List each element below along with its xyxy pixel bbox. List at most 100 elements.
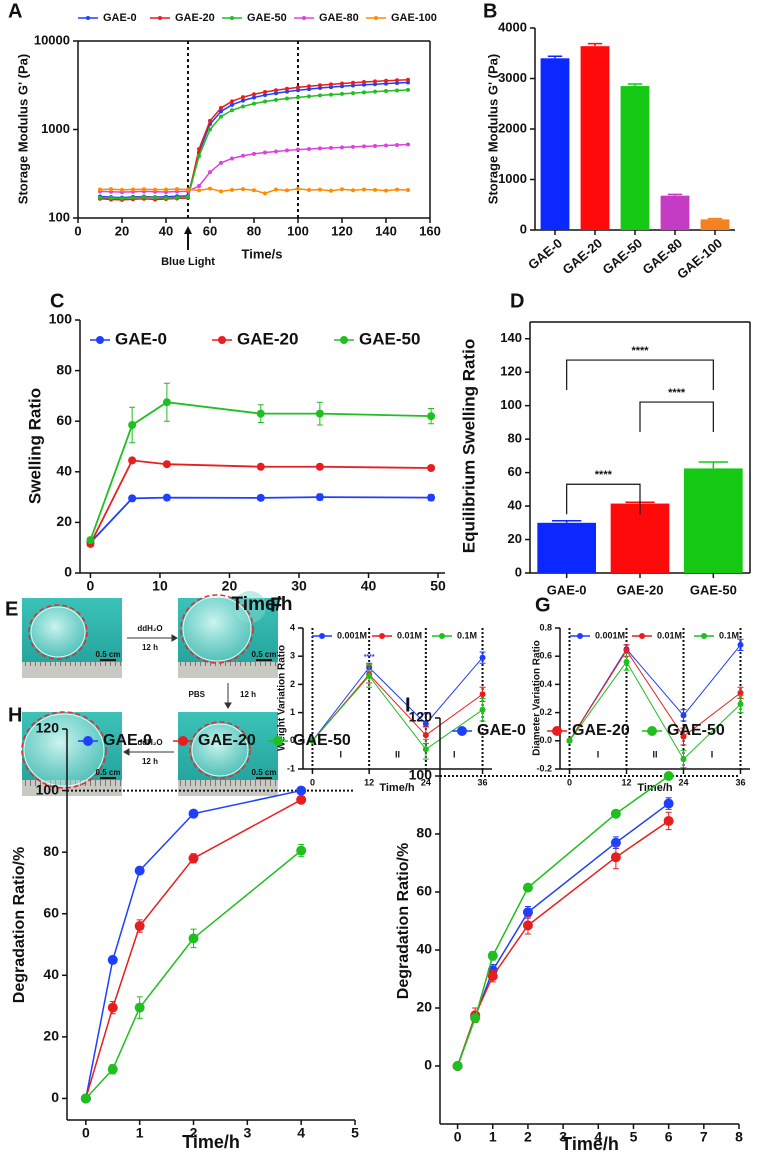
legend-marker [340,336,348,344]
panel-label: F [270,594,282,616]
marker [318,146,322,151]
marker [142,195,146,200]
significance-label: **** [595,469,613,481]
marker [109,196,113,201]
marker [256,493,265,502]
y-tick-label: 0 [424,1057,432,1073]
marker [422,732,429,739]
y-tick-label: 100 [500,397,522,412]
marker [307,94,311,99]
marker [406,77,410,82]
significance-label: **** [668,387,686,399]
marker [522,882,533,893]
marker [340,91,344,96]
marker [487,950,498,961]
marker [142,187,146,192]
marker [340,84,344,89]
marker [197,147,201,152]
error-bar [547,55,563,59]
marker [479,706,486,713]
marker [307,87,311,92]
marker [285,86,289,91]
marker [384,81,388,86]
marker [162,460,171,469]
marker [296,147,300,152]
marker [307,146,311,151]
y-tick-label: 0 [520,221,527,236]
marker [362,144,366,149]
x-tick-label: 0 [454,1129,462,1145]
marker [340,145,344,150]
marker [309,737,316,744]
marker [318,86,322,91]
marker [318,83,322,88]
marker [86,536,95,545]
x-axis-label: Time/s [242,246,283,261]
series-line [456,820,670,1067]
marker [134,921,145,932]
marker [522,907,533,918]
marker [680,733,687,740]
marker [351,144,355,149]
legend-marker [457,726,467,736]
x-tick-label: 50 [430,578,446,594]
x-tick-label: 36 [735,777,745,787]
legend-marker [639,633,645,639]
marker [252,92,256,97]
marker [98,195,102,200]
marker [131,195,135,200]
marker [329,145,333,150]
marker [663,798,674,809]
marker [384,89,388,94]
y-tick-label: 60 [56,412,72,428]
bar [537,522,596,573]
x-tick-label: 2 [524,1129,532,1145]
marker [307,84,311,89]
series-line [85,850,302,1099]
y-tick-label: 1000 [41,121,70,136]
x-tick-label: 40 [361,578,377,594]
x-tick-label: 8 [735,1129,743,1145]
marker [362,82,366,87]
step-time: 12 h [240,690,256,699]
significance-label: **** [631,345,649,357]
x-tick-label: 0 [82,1125,90,1141]
legend-marker [647,726,657,736]
marker [274,91,278,96]
x-tick-label: 1 [136,1125,144,1141]
panel-label: E [5,598,18,620]
marker [80,1093,91,1104]
marker [252,95,256,100]
y-tick-label: 0 [51,1089,59,1105]
marker [219,189,223,194]
panel-label: I [405,694,411,716]
marker [362,187,366,192]
marker [153,195,157,200]
y-tick-label: 3000 [498,70,527,85]
legend-marker [230,16,234,20]
y-tick-label: 0.2 [539,707,552,717]
marker [274,88,278,93]
arrow [123,634,232,756]
marker [373,82,377,87]
legend-marker [178,736,188,746]
photo: 0.5 cm [22,598,122,678]
legend-label: 0.001M [337,630,367,640]
y-tick-label: 1 [290,707,295,717]
marker [252,188,256,193]
marker [219,160,223,165]
legend-marker [319,633,325,639]
series-line [99,81,409,199]
marker [384,143,388,148]
marker [164,196,168,201]
x-axis-label: Time/h [232,594,293,615]
x-tick-label: 100 [287,223,309,238]
marker [296,186,300,191]
legend-label: GAE-20 [237,329,298,348]
x-tick-label: 12 [621,777,631,787]
x-tick-label: GAE-100 [674,235,725,281]
y-tick-label: 120 [36,720,60,736]
marker [107,1064,118,1075]
scale-label: 0.5 cm [252,768,277,777]
significance-label: **** [420,712,431,719]
